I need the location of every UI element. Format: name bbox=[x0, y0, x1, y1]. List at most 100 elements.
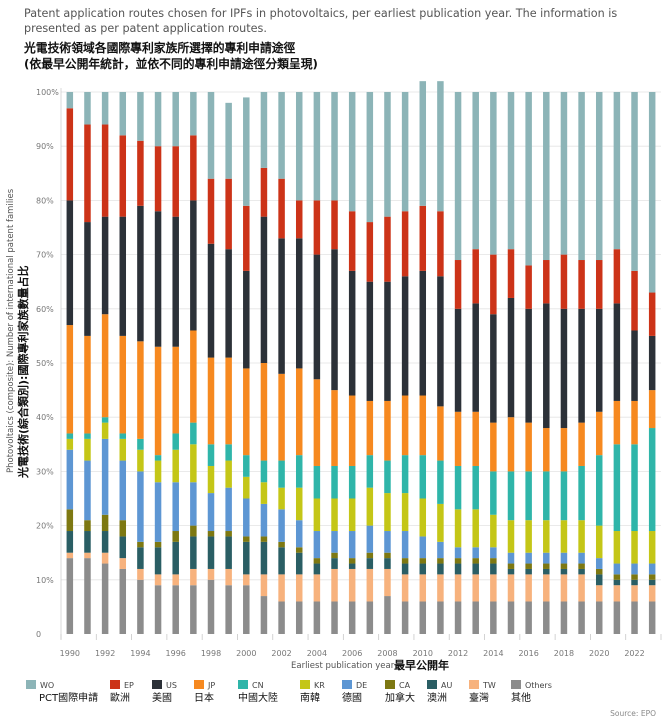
y-tick-label: 0 bbox=[36, 630, 41, 639]
bar-group-2013 bbox=[472, 92, 479, 634]
bar-au-1999 bbox=[225, 536, 232, 569]
bar-others-1991 bbox=[84, 558, 91, 634]
bar-group-2021 bbox=[613, 92, 621, 634]
x-tick-label: 2016 bbox=[518, 649, 538, 658]
bar-ca-2021 bbox=[613, 574, 621, 580]
x-tick-label: 2000 bbox=[236, 649, 256, 658]
bar-group-2004 bbox=[313, 92, 321, 634]
legend-label-zh-wo: PCT國際申請 bbox=[39, 691, 98, 704]
bar-cn-2018 bbox=[560, 471, 568, 521]
bar-group-2002 bbox=[278, 92, 285, 634]
bar-de-2023 bbox=[648, 563, 656, 575]
bar-us-2001 bbox=[260, 216, 268, 363]
bar-ep-2012 bbox=[454, 260, 462, 309]
bar-ep-2020 bbox=[595, 260, 603, 309]
bar-jp-2020 bbox=[595, 411, 603, 456]
bar-group-2015 bbox=[507, 92, 515, 634]
bar-tw-1997 bbox=[190, 568, 197, 586]
legend-label-zh-kr: 南韓 bbox=[300, 691, 320, 704]
bar-wo-2003 bbox=[295, 92, 303, 201]
bar-de-2018 bbox=[560, 552, 568, 564]
bar-kr-2021 bbox=[613, 531, 621, 564]
bar-us-2021 bbox=[613, 303, 621, 401]
bar-ep-1992 bbox=[101, 124, 109, 217]
bar-wo-2014 bbox=[490, 92, 497, 255]
bar-wo-2011 bbox=[437, 81, 444, 212]
bar-tw-2013 bbox=[472, 574, 479, 602]
bar-cn-1995 bbox=[154, 455, 162, 461]
bar-au-1991 bbox=[84, 531, 91, 553]
bar-kr-2010 bbox=[419, 498, 427, 537]
bar-au-2013 bbox=[472, 563, 479, 575]
bar-cn-2005 bbox=[331, 465, 338, 499]
legend-label-de: DE bbox=[356, 681, 367, 690]
bar-de-2013 bbox=[472, 547, 479, 559]
x-tick-label: 2002 bbox=[271, 649, 291, 658]
bar-ca-2013 bbox=[472, 558, 479, 564]
bar-ep-1996 bbox=[172, 146, 179, 217]
bar-cn-2023 bbox=[648, 428, 656, 532]
bar-ep-1994 bbox=[137, 140, 144, 206]
bar-tw-2012 bbox=[454, 574, 462, 602]
bar-au-2003 bbox=[295, 552, 303, 575]
y-axis-ticks: 0 10% 20% 30% 40% 50% 60% 70% 80% 90% 100% bbox=[36, 88, 59, 639]
bar-us-2023 bbox=[648, 335, 656, 391]
bar-de-1994 bbox=[137, 471, 144, 542]
bar-cn-2014 bbox=[490, 471, 497, 515]
bar-us-2012 bbox=[454, 308, 462, 412]
bar-ca-1996 bbox=[172, 531, 179, 542]
bar-group-1996 bbox=[172, 92, 179, 634]
bar-ca-2014 bbox=[490, 558, 497, 564]
bar-cn-2000 bbox=[243, 455, 250, 477]
bar-jp-2013 bbox=[472, 411, 479, 466]
bar-group-2005 bbox=[331, 92, 338, 634]
bar-ca-1997 bbox=[190, 525, 197, 537]
bar-de-2017 bbox=[543, 552, 550, 564]
bar-kr-2018 bbox=[560, 520, 568, 553]
bar-cn-1997 bbox=[190, 422, 197, 445]
bar-us-1993 bbox=[119, 216, 127, 336]
bar-kr-2020 bbox=[595, 525, 603, 559]
legend-label-others: Others bbox=[525, 681, 552, 690]
bar-au-2010 bbox=[419, 563, 427, 575]
bar-kr-2002 bbox=[278, 487, 285, 510]
bar-wo-2000 bbox=[243, 97, 250, 206]
bar-group-2009 bbox=[401, 92, 409, 634]
bar-jp-2014 bbox=[490, 422, 497, 472]
legend-label-zh-au: 澳洲 bbox=[427, 691, 447, 704]
bar-tw-1990 bbox=[66, 552, 74, 559]
bar-au-1996 bbox=[172, 541, 179, 575]
bar-others-2006 bbox=[348, 601, 356, 634]
bar-others-1995 bbox=[154, 585, 162, 634]
bar-ca-2004 bbox=[313, 558, 321, 564]
bar-group-2007 bbox=[366, 92, 374, 634]
bar-tw-2016 bbox=[525, 574, 532, 602]
bar-cn-2022 bbox=[631, 444, 638, 532]
bar-de-1992 bbox=[101, 438, 109, 515]
bar-ca-2011 bbox=[437, 558, 444, 564]
bar-de-1995 bbox=[154, 482, 162, 542]
bar-au-2002 bbox=[278, 547, 285, 575]
legend-swatch-ca bbox=[385, 680, 395, 689]
bar-ep-2000 bbox=[243, 205, 250, 271]
bar-kr-2014 bbox=[490, 514, 497, 548]
bar-ep-2011 bbox=[437, 211, 444, 277]
bar-us-1999 bbox=[225, 249, 232, 358]
bar-ep-1997 bbox=[190, 135, 197, 201]
bar-cn-2009 bbox=[401, 455, 409, 494]
bar-others-2014 bbox=[490, 601, 497, 634]
bar-au-2021 bbox=[613, 579, 621, 586]
bar-kr-2008 bbox=[384, 493, 391, 532]
bar-others-1999 bbox=[225, 585, 232, 634]
bar-ca-2006 bbox=[348, 558, 356, 564]
bar-de-2015 bbox=[507, 552, 515, 564]
bar-au-2009 bbox=[401, 563, 409, 575]
bar-ep-1990 bbox=[66, 108, 74, 201]
gridlines bbox=[60, 88, 662, 640]
bar-group-1994 bbox=[137, 92, 144, 634]
bar-group-2023 bbox=[648, 92, 656, 634]
bar-au-2000 bbox=[243, 541, 250, 575]
x-tick-label: 2008 bbox=[377, 649, 397, 658]
bar-others-2019 bbox=[578, 601, 585, 634]
